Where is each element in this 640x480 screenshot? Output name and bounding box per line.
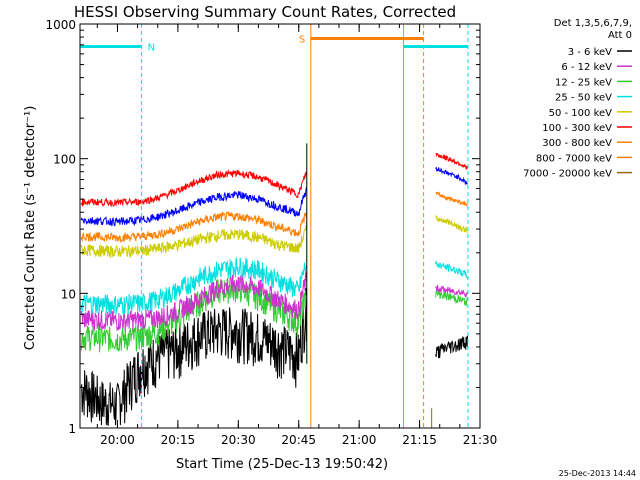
legend-label: 50 - 100 keV bbox=[549, 108, 613, 119]
legend-header: Att 0 bbox=[608, 30, 632, 41]
plot-frame bbox=[79, 23, 481, 429]
y-tick-label: 100 bbox=[53, 153, 76, 167]
plot-area: NS bbox=[80, 24, 469, 428]
y-tick-label: 1 bbox=[68, 422, 76, 436]
x-tick-label: 21:30 bbox=[463, 433, 498, 447]
x-tick-label: 20:45 bbox=[281, 433, 316, 447]
legend-label: 12 - 25 keV bbox=[555, 77, 612, 88]
legend-label: 800 - 7000 keV bbox=[536, 153, 612, 164]
after-gap-line-25_50 bbox=[435, 260, 469, 279]
legend-label: 300 - 800 keV bbox=[542, 138, 612, 149]
x-tick-label: 21:15 bbox=[402, 433, 437, 447]
axes: 1 10 100 1000 20:00 20:15 20:30 20:45 21:00 21:15… bbox=[45, 18, 497, 447]
series-line-300-800-keV bbox=[80, 210, 307, 244]
legend-label: 3 - 6 keV bbox=[568, 47, 612, 58]
series-line-100-300-keV bbox=[80, 168, 307, 208]
night-label: N bbox=[148, 43, 155, 54]
series-line-6-12-keV bbox=[80, 271, 307, 332]
y-axis-label: Corrected Count Rate (s⁻¹ detector⁻¹) bbox=[23, 106, 38, 351]
legend: Det 1,3,5,6,7,9,Att 0 3 - 6 keV 6 - 12 keV… bbox=[523, 18, 632, 180]
legend-label: 6 - 12 keV bbox=[561, 62, 612, 73]
y-tick-label: 10 bbox=[61, 287, 76, 301]
series-line-50-100-keV bbox=[80, 225, 307, 259]
after-gap-line-blue_curve bbox=[435, 167, 469, 186]
y-tick-label: 1000 bbox=[45, 18, 76, 32]
series-line-3-6-keV bbox=[80, 288, 307, 426]
after-gap-line-3_6 bbox=[435, 335, 469, 359]
after-gap-line-300_800 bbox=[435, 191, 469, 207]
timestamp-label: 25-Dec-2013 14:44 bbox=[559, 469, 636, 478]
x-axis-label: Start Time (25-Dec-13 19:50:42) bbox=[176, 457, 388, 472]
series-line-25-50-keV bbox=[80, 257, 307, 315]
series-line-blue bbox=[80, 187, 307, 227]
after-gap-line-6_12 bbox=[435, 284, 469, 298]
chart-title: HESSI Observing Summary Count Rates, Cor… bbox=[74, 3, 456, 21]
saa-label: S bbox=[299, 35, 305, 46]
x-tick-label: 20:00 bbox=[100, 433, 135, 447]
legend-header: Det 1,3,5,6,7,9, bbox=[554, 18, 632, 29]
x-tick-label: 21:00 bbox=[342, 433, 377, 447]
legend-label: 7000 - 20000 keV bbox=[523, 169, 612, 180]
after-gap-line-100_300 bbox=[435, 153, 469, 170]
legend-label: 100 - 300 keV bbox=[542, 123, 612, 134]
after-gap-line-50_100 bbox=[435, 215, 469, 234]
legend-label: 25 - 50 keV bbox=[555, 93, 612, 104]
x-tick-label: 20:30 bbox=[221, 433, 256, 447]
x-tick-label: 20:15 bbox=[161, 433, 196, 447]
